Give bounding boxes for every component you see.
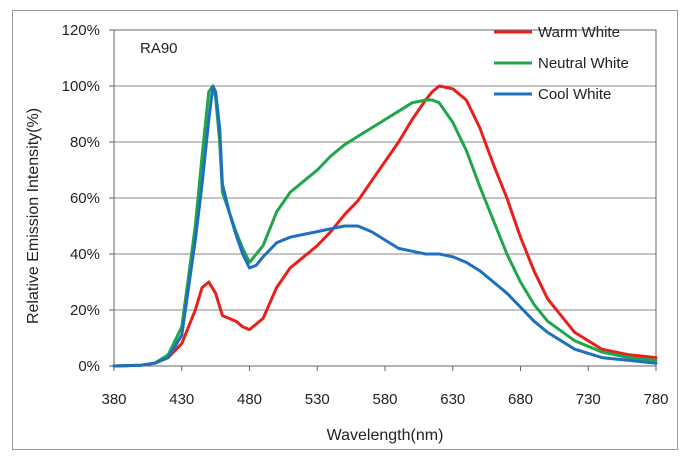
y-axis-title: Relative Emission Intensity(%) <box>25 108 42 324</box>
legend: Warm White Neutral White Cool White <box>494 24 629 103</box>
series-line-cool-white <box>112 84 658 368</box>
y-axis-ticks: 0% 20% 40% 60% 80% 100% 120% <box>62 22 114 375</box>
chart-frame <box>12 10 678 450</box>
x-tick-label: 480 <box>237 391 262 408</box>
series-line-neutral-white <box>112 84 658 368</box>
x-tick-label: 780 <box>643 391 668 408</box>
x-tick-label: 680 <box>508 391 533 408</box>
gridlines <box>114 29 656 311</box>
x-axis-title: Wavelength(nm) <box>327 427 444 444</box>
y-tick-label: 0% <box>78 358 100 375</box>
y-tick-label: 60% <box>70 190 100 207</box>
annotation-ra90: RA90 <box>140 40 178 57</box>
x-tick-label: 630 <box>440 391 465 408</box>
x-tick-label: 730 <box>576 391 601 408</box>
series-lines <box>112 84 658 368</box>
y-tick-label: 120% <box>62 22 100 39</box>
legend-label: Warm White <box>538 24 620 41</box>
x-axis-ticks: 380 430 480 530 580 630 680 730 780 <box>101 366 669 408</box>
y-tick-label: 80% <box>70 134 100 151</box>
x-tick-label: 430 <box>169 391 194 408</box>
x-tick-label: 380 <box>101 391 126 408</box>
y-tick-label: 40% <box>70 246 100 263</box>
x-tick-label: 580 <box>372 391 397 408</box>
series-line-warm-white <box>112 84 658 368</box>
legend-label: Neutral White <box>538 55 629 72</box>
y-tick-label: 20% <box>70 302 100 319</box>
y-tick-label: 100% <box>62 78 100 95</box>
x-tick-label: 530 <box>305 391 330 408</box>
legend-label: Cool White <box>538 86 611 103</box>
